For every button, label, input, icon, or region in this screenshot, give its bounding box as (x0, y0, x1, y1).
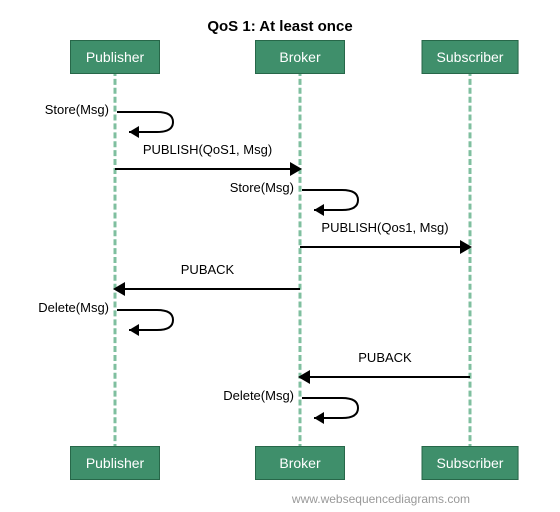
participant-broker-top: Broker (255, 40, 345, 74)
self-loop-icon (300, 390, 370, 424)
message-arrow: PUBLISH(QoS1, Msg) (115, 158, 300, 180)
arrow-head-icon (290, 162, 302, 176)
message-arrow: PUBLISH(Qos1, Msg) (300, 236, 470, 258)
message-arrow: PUBACK (115, 278, 300, 300)
arrow-head-icon (113, 282, 125, 296)
participant-subscriber-bottom: Subscriber (422, 446, 519, 480)
lifeline-dash (469, 70, 472, 450)
arrow-head-icon (460, 240, 472, 254)
participant-publisher-bottom: Publisher (70, 446, 160, 480)
diagram-title: QoS 1: At least once (0, 0, 560, 35)
self-message-label: Delete(Msg) (38, 300, 109, 315)
message-label: PUBLISH(Qos1, Msg) (300, 220, 470, 235)
self-message-label: Delete(Msg) (223, 388, 294, 403)
message-label: PUBACK (115, 262, 300, 277)
self-message-label: Store(Msg) (230, 180, 294, 195)
self-loop-icon (115, 302, 185, 336)
message-label: PUBACK (300, 350, 470, 365)
self-loop-icon (115, 104, 185, 138)
participant-subscriber-top: Subscriber (422, 40, 519, 74)
sequence-diagram: Publisher Publisher Broker Broker Subscriber… (0, 40, 560, 480)
participant-broker-bottom: Broker (255, 446, 345, 480)
arrow-head-icon (298, 370, 310, 384)
message-arrow: PUBACK (300, 366, 470, 388)
self-loop-icon (300, 182, 370, 216)
self-message-label: Store(Msg) (45, 102, 109, 117)
message-label: PUBLISH(QoS1, Msg) (115, 142, 300, 157)
participant-publisher-top: Publisher (70, 40, 160, 74)
footer-credit: www.websequencediagrams.com (292, 492, 470, 506)
